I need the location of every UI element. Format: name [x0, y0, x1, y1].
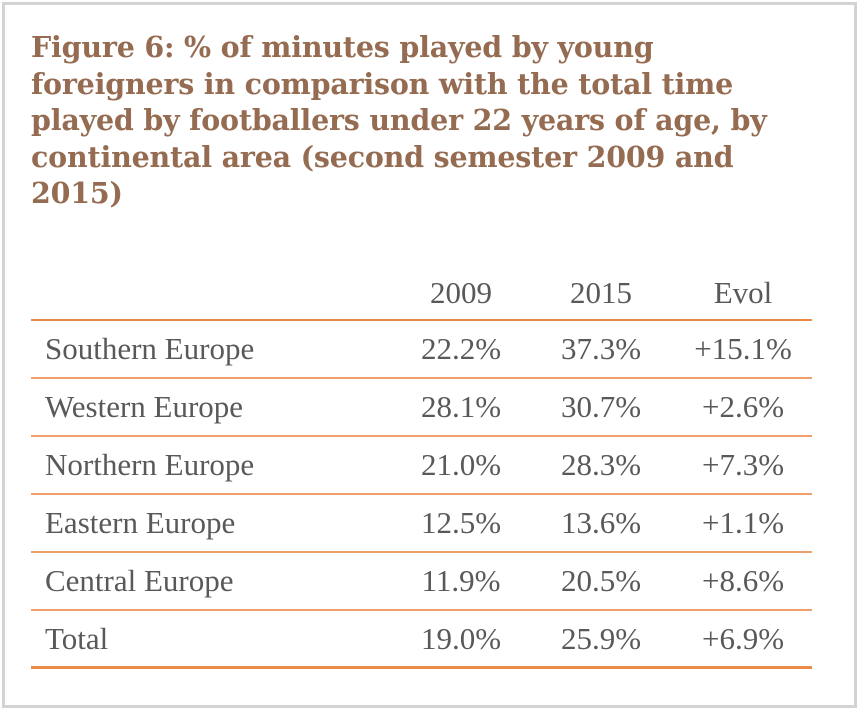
- row-label: Western Europe: [45, 389, 244, 424]
- row-label: Northern Europe: [45, 447, 255, 482]
- table-row: Central Europe 11.9% 20.5% +8.6%: [31, 553, 812, 611]
- value-2009: 28.1%: [420, 389, 502, 424]
- table-row: Eastern Europe 12.5% 13.6% +1.1%: [31, 495, 812, 553]
- value-evol: +2.6%: [701, 389, 785, 424]
- value-2015: 20.5%: [560, 563, 642, 598]
- header-cell-evol: Evol: [713, 275, 773, 310]
- value-2009: 21.0%: [420, 447, 502, 482]
- value-evol: +6.9%: [701, 620, 785, 656]
- value-2015: 30.7%: [560, 389, 642, 424]
- value-2009: 12.5%: [420, 505, 502, 540]
- table-row: Southern Europe 22.2% 37.3% +15.1%: [31, 321, 812, 379]
- value-evol: +7.3%: [701, 447, 785, 482]
- table-row-total: Total 19.0% 25.9% +6.9%: [31, 611, 812, 669]
- value-2015: 28.3%: [560, 447, 642, 482]
- header-cell-2009: 2009: [430, 275, 492, 310]
- row-label: Eastern Europe: [45, 505, 236, 540]
- value-2009: 19.0%: [420, 620, 502, 656]
- value-evol: +8.6%: [701, 563, 785, 598]
- value-2009: 11.9%: [421, 563, 501, 598]
- value-2015: 13.6%: [560, 505, 642, 540]
- value-2015: 25.9%: [560, 620, 642, 656]
- value-2009: 22.2%: [420, 331, 502, 366]
- figure-title: Figure 6: % of minutes played by young f…: [31, 30, 767, 211]
- value-2015: 37.3%: [560, 331, 642, 366]
- row-label: Southern Europe: [45, 331, 255, 366]
- table-row: Western Europe 28.1% 30.7% +2.6%: [31, 379, 812, 437]
- row-label: Total: [45, 620, 109, 656]
- value-evol: +1.1%: [701, 505, 785, 540]
- table-header-row: 2009 2015 Evol: [31, 267, 812, 321]
- header-cell-2015: 2015: [570, 275, 632, 310]
- data-table: 2009 2015 Evol Southern Europe 22.2% 37.…: [31, 267, 812, 669]
- row-label: Central Europe: [45, 563, 234, 598]
- value-evol: +15.1%: [694, 331, 792, 366]
- table-row: Northern Europe 21.0% 28.3% +7.3%: [31, 437, 812, 495]
